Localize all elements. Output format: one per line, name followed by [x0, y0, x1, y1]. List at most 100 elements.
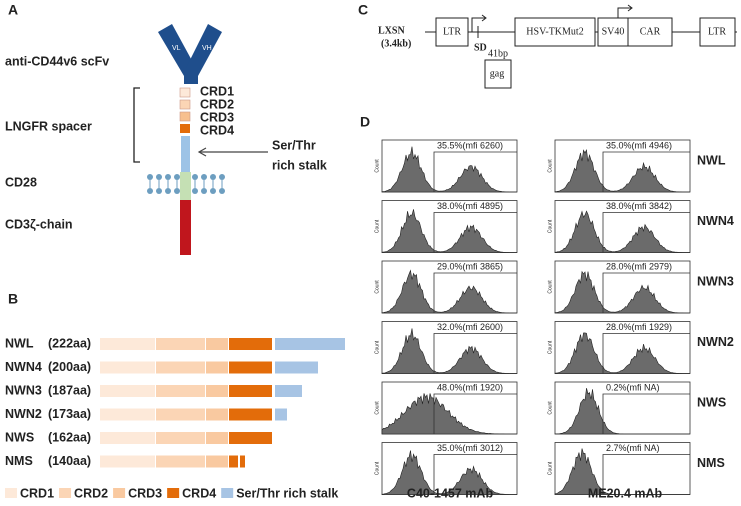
promoter-arrow: [617, 7, 631, 18]
row-name: NWL: [5, 336, 34, 350]
lipid: [174, 174, 180, 180]
domain-segment: [275, 408, 287, 421]
histogram: [381, 269, 517, 314]
row-name: NWN4: [5, 360, 42, 374]
domain-segment: [206, 361, 228, 374]
domain-segment: [229, 408, 272, 421]
row-name: NMS: [5, 454, 33, 468]
row-name: NWN3: [5, 383, 42, 397]
gate-annotation: 38.0%(mfi 4895): [437, 201, 503, 211]
domain-segment: [229, 338, 272, 350]
gate-annotation: 48.0%(mfi 1920): [437, 382, 503, 392]
lipid: [165, 174, 171, 180]
y-axis-label: Count: [374, 340, 380, 354]
lipid: [219, 174, 225, 180]
sd-label: SD: [474, 42, 487, 53]
row-length: (200aa): [48, 360, 91, 374]
histogram: [381, 393, 517, 435]
arrow-head: [197, 147, 207, 157]
gate-annotation: 35.5%(mfi 6260): [437, 140, 503, 150]
y-axis-label: Count: [374, 461, 380, 475]
vector-name: LXSN: [378, 25, 405, 36]
panel-label: A: [8, 2, 18, 18]
gate: [433, 393, 517, 434]
spacer-label: LNGFR spacer: [5, 119, 92, 133]
gate-annotation: 35.0%(mfi 4946): [606, 140, 672, 150]
domain-segment: [100, 432, 155, 444]
gate-annotation: 28.0%(mfi 2979): [606, 261, 672, 271]
crd3-box: [179, 111, 191, 122]
domain-segment: [229, 432, 272, 444]
gate: [433, 212, 517, 253]
histograms: Count 35.5%(mfi 6260) Count 35.0%(mfi 4946)…: [374, 139, 734, 495]
lipid: [147, 174, 153, 180]
histogram: [381, 146, 517, 193]
ltr-label: LTR: [708, 26, 726, 37]
domain-segment: [206, 455, 228, 468]
domain-segment: [240, 455, 245, 468]
gate: [433, 333, 517, 374]
gate: [602, 333, 690, 374]
lipid: [156, 174, 162, 180]
y-axis-label: Count: [374, 159, 380, 173]
gate-annotation: 0.2%(mfi NA): [606, 382, 660, 392]
histogram: [381, 450, 517, 495]
row-name: NWS: [5, 430, 34, 444]
crd4-box: [180, 124, 190, 133]
y-axis-label: Count: [374, 219, 380, 233]
legend-label: CRD2: [74, 486, 108, 500]
row-name: NWN2: [697, 335, 734, 349]
y-axis-label: Count: [547, 461, 553, 475]
lipid: [174, 188, 180, 194]
y-axis-label: Count: [547, 280, 553, 294]
cd28-label: CD28: [5, 175, 37, 189]
crd1-box: [179, 87, 191, 98]
row-name: NWN2: [5, 407, 42, 421]
cd28-box: [180, 172, 191, 200]
legend-swatch: [167, 488, 180, 498]
bracket: [133, 87, 140, 163]
y-axis-label: Count: [547, 219, 553, 233]
domain-segment: [156, 455, 205, 468]
domain-segment: [206, 432, 228, 444]
domain-segment: [229, 455, 238, 468]
vh-label: VH: [202, 45, 212, 52]
histogram: [554, 332, 690, 374]
bp-label: 41bp: [488, 48, 508, 59]
histogram: [554, 448, 690, 495]
y-axis-label: Count: [547, 340, 553, 354]
gate: [602, 151, 690, 192]
lipid: [201, 188, 207, 194]
gag-label: gag: [490, 68, 504, 79]
row-length: (140aa): [48, 454, 91, 468]
cd3-box: [180, 200, 191, 255]
y-axis-label: Count: [374, 401, 380, 415]
domain-segment: [156, 408, 205, 421]
gate: [602, 393, 690, 434]
gag-box: [484, 59, 512, 89]
legend-swatch: [5, 488, 17, 498]
stalk-label: Ser/Thr: [272, 138, 316, 152]
y-axis-label: Count: [374, 280, 380, 294]
domain-segment: [100, 408, 155, 421]
lipid: [210, 188, 216, 194]
row-name: NWN4: [697, 214, 734, 228]
domain-segment: [100, 361, 155, 374]
y-axis-label: Count: [547, 401, 553, 415]
stalk-box: [181, 136, 190, 174]
gate: [602, 212, 690, 253]
tk-box: [514, 17, 596, 47]
histogram: [381, 209, 517, 253]
ltr-box: [699, 17, 736, 47]
lipid: [201, 174, 207, 180]
histogram: [554, 210, 690, 253]
ltr-box: [435, 17, 469, 47]
domain-segment: [100, 385, 155, 397]
lipid: [156, 188, 162, 194]
lipid: [219, 188, 225, 194]
histogram: [381, 328, 517, 374]
panel-label: C: [358, 2, 368, 18]
lipid: [147, 188, 153, 194]
row-length: (162aa): [48, 430, 91, 444]
